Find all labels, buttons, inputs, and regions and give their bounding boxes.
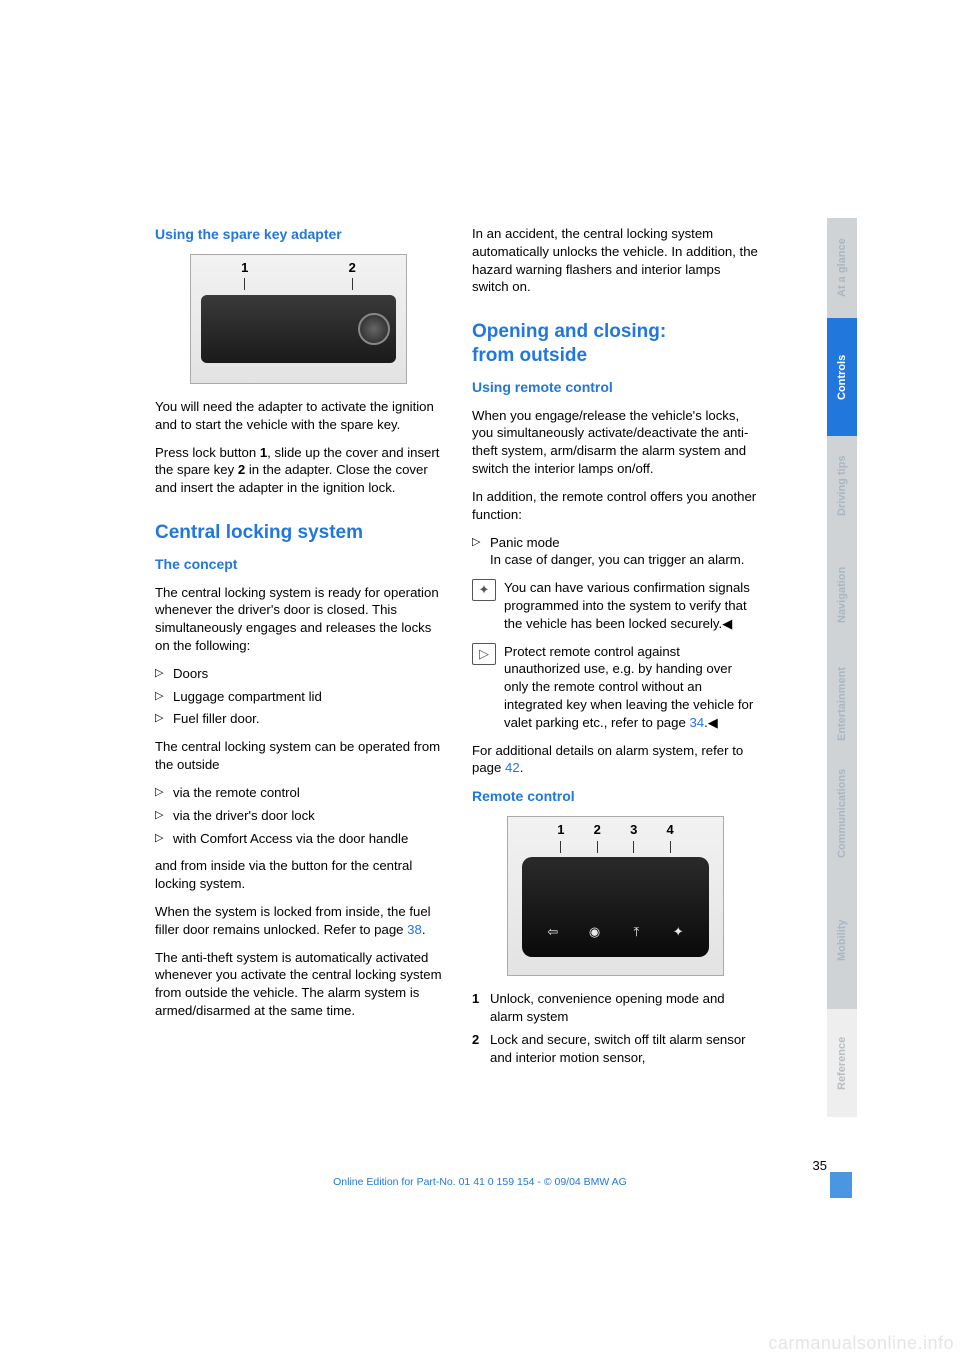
list-item: ▷with Comfort Access via the door handle (155, 830, 442, 848)
side-tab-navigation[interactable]: Navigation (827, 536, 857, 654)
side-tabs: At a glanceControlsDriving tipsNavigatio… (827, 218, 857, 1117)
side-tab-entertainment[interactable]: Entertainment (827, 654, 857, 754)
callout-1: 1 (241, 259, 248, 291)
footer-line: Online Edition for Part-No. 01 41 0 159 … (0, 1176, 960, 1188)
heading-opening-closing: Opening and closing:from outside (472, 320, 759, 368)
list-item: ▷via the remote control (155, 784, 442, 802)
callout-4: 4 (667, 821, 674, 853)
side-tab-reference[interactable]: Reference (827, 1009, 857, 1117)
para: For additional details on alarm system, … (472, 742, 759, 778)
heading-central-locking: Central locking system (155, 521, 442, 545)
bullet-list: ▷via the remote control ▷via the driver'… (155, 784, 442, 847)
side-tab-communications[interactable]: Communications (827, 754, 857, 872)
para: The central locking system is ready for … (155, 584, 442, 655)
para: Press lock button 1, slide up the cover … (155, 444, 442, 497)
heading-concept: The concept (155, 555, 442, 574)
page-number: 35 (813, 1158, 827, 1173)
right-column: In an accident, the central locking syst… (472, 225, 759, 1076)
figure-remote-control: 1 2 3 4 ⇦ ◉ ⤒ ✦ (472, 816, 759, 976)
key-lock-button-icon (358, 313, 390, 345)
para: In addition, the remote control offers y… (472, 488, 759, 524)
heading-using-remote: Using remote control (472, 378, 759, 397)
bullet-icon: ▷ (155, 710, 173, 728)
callout-2: 2 (594, 821, 601, 853)
heading-spare-key: Using the spare key adapter (155, 225, 442, 244)
remote-illustration: ⇦ ◉ ⤒ ✦ (522, 857, 709, 957)
logo-icon: ◉ (584, 921, 606, 943)
light-icon: ✦ (667, 921, 689, 943)
tip-protect-remote: ▷ Protect remote control against unautho… (472, 643, 759, 732)
remote-button-row: ⇦ ◉ ⤒ ✦ (522, 921, 709, 943)
bullet-list: ▷ Panic mode In case of danger, you can … (472, 534, 759, 570)
page-link-38[interactable]: 38 (407, 922, 422, 937)
list-item: ▷Luggage compartment lid (155, 688, 442, 706)
figure-spare-key-adapter: 1 2 (155, 254, 442, 384)
numbered-list: 1Unlock, convenience opening mode and al… (472, 990, 759, 1066)
bullet-icon: ▷ (155, 688, 173, 706)
figure-side-code (745, 816, 759, 976)
figure-frame: 1 2 (190, 254, 407, 384)
content-columns: Using the spare key adapter 1 2 You will… (155, 225, 760, 1076)
figure-side-code (428, 254, 442, 384)
bullet-icon: ▷ (472, 534, 490, 570)
para: In an accident, the central locking syst… (472, 225, 759, 296)
figure-callout-row: 1 2 3 4 (508, 821, 723, 853)
key-adapter-illustration (201, 295, 396, 363)
para: and from inside via the button for the c… (155, 857, 442, 893)
page-link-34[interactable]: 34 (689, 715, 704, 730)
side-tab-controls[interactable]: Controls (827, 318, 857, 436)
watermark: carmanualsonline.info (768, 1333, 954, 1354)
left-column: Using the spare key adapter 1 2 You will… (155, 225, 442, 1076)
callout-2: 2 (349, 259, 356, 291)
page-number-block: 35 (787, 1157, 827, 1175)
side-tab-driving-tips[interactable]: Driving tips (827, 436, 857, 536)
bullet-icon: ▷ (155, 665, 173, 683)
figure-callout-row: 1 2 (191, 259, 406, 291)
unlock-icon: ⇦ (542, 921, 564, 943)
heading-remote-control: Remote control (472, 787, 759, 806)
bullet-icon: ▷ (155, 807, 173, 825)
bullet-list: ▷Doors ▷Luggage compartment lid ▷Fuel fi… (155, 665, 442, 728)
list-item: ▷via the driver's door lock (155, 807, 442, 825)
para: You will need the adapter to activate th… (155, 398, 442, 434)
figure-frame: 1 2 3 4 ⇦ ◉ ⤒ ✦ (507, 816, 724, 976)
callout-3: 3 (630, 821, 637, 853)
callout-1: 1 (557, 821, 564, 853)
side-tab-at-a-glance[interactable]: At a glance (827, 218, 857, 318)
list-item: 2Lock and secure, switch off tilt alarm … (472, 1031, 759, 1067)
person-icon: ✦ (472, 579, 496, 601)
para: The anti-theft system is automatically a… (155, 949, 442, 1020)
tip-confirmation: ✦ You can have various confirmation sign… (472, 579, 759, 632)
trunk-icon: ⤒ (625, 921, 647, 943)
para: When you engage/release the vehicle's lo… (472, 407, 759, 478)
tip-icon: ▷ (472, 643, 500, 667)
list-item: ▷Fuel filler door. (155, 710, 442, 728)
manual-page: Using the spare key adapter 1 2 You will… (0, 0, 960, 1358)
para: When the system is locked from inside, t… (155, 903, 442, 939)
caution-icon: ▷ (472, 643, 496, 665)
list-item: ▷Doors (155, 665, 442, 683)
list-item: ▷ Panic mode In case of danger, you can … (472, 534, 759, 570)
bullet-icon: ▷ (155, 830, 173, 848)
bullet-icon: ▷ (155, 784, 173, 802)
list-item: 1Unlock, convenience opening mode and al… (472, 990, 759, 1026)
page-link-42[interactable]: 42 (505, 760, 520, 775)
side-tab-mobility[interactable]: Mobility (827, 872, 857, 1009)
tip-icon: ✦ (472, 579, 500, 603)
para: The central locking system can be operat… (155, 738, 442, 774)
